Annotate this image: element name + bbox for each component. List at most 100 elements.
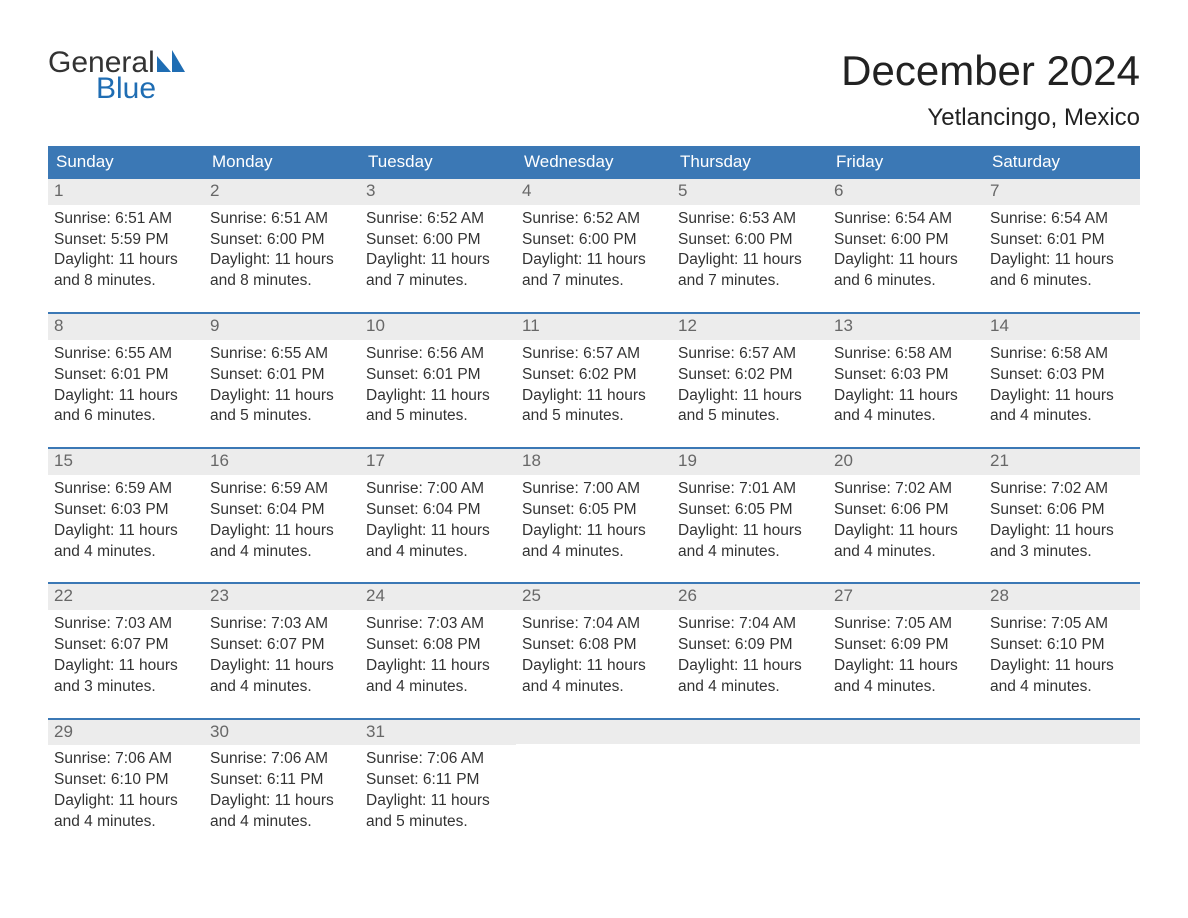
daylight-line: Daylight: 11 hours and 6 minutes. [54, 386, 198, 428]
sunrise-line: Sunrise: 6:52 AM [522, 209, 666, 230]
day-cell: 6Sunrise: 6:54 AMSunset: 6:00 PMDaylight… [828, 179, 984, 296]
day-body: Sunrise: 6:52 AMSunset: 6:00 PMDaylight:… [360, 205, 516, 297]
day-cell: 9Sunrise: 6:55 AMSunset: 6:01 PMDaylight… [204, 314, 360, 431]
day-body: Sunrise: 6:54 AMSunset: 6:01 PMDaylight:… [984, 205, 1140, 297]
sunset-line: Sunset: 6:06 PM [834, 500, 978, 521]
sunrise-line: Sunrise: 7:00 AM [522, 479, 666, 500]
day-body: Sunrise: 6:58 AMSunset: 6:03 PMDaylight:… [828, 340, 984, 432]
daylight-line: Daylight: 11 hours and 5 minutes. [678, 386, 822, 428]
daylight-line: Daylight: 11 hours and 5 minutes. [522, 386, 666, 428]
sunrise-line: Sunrise: 7:03 AM [366, 614, 510, 635]
day-number: 12 [672, 314, 828, 339]
day-cell: 27 Sunrise: 7:05 AMSunset: 6:09 PMDayligh… [828, 584, 984, 701]
day-body: Sunrise: 6:57 AMSunset: 6:02 PMDaylight:… [516, 340, 672, 432]
sunset-line: Sunset: 6:01 PM [210, 365, 354, 386]
day-cell: 18Sunrise: 7:00 AMSunset: 6:05 PMDayligh… [516, 449, 672, 566]
weekday-header: Sunday [48, 146, 204, 179]
sunset-line: Sunset: 6:00 PM [366, 230, 510, 251]
daylight-line: Daylight: 11 hours and 4 minutes. [990, 656, 1134, 698]
sunrise-line: Sunrise: 6:58 AM [834, 344, 978, 365]
day-body: Sunrise: 7:00 AMSunset: 6:05 PMDaylight:… [516, 475, 672, 567]
sunrise-line: Sunrise: 7:01 AM [678, 479, 822, 500]
day-body: Sunrise: 6:59 AMSunset: 6:03 PMDaylight:… [48, 475, 204, 567]
day-number [516, 720, 672, 744]
sunset-line: Sunset: 6:02 PM [522, 365, 666, 386]
location-label: Yetlancingo, Mexico [841, 104, 1140, 132]
sunset-line: Sunset: 6:06 PM [990, 500, 1134, 521]
sunrise-line: Sunrise: 6:53 AM [678, 209, 822, 230]
day-body: Sunrise: 7:06 AMSunset: 6:10 PMDaylight:… [48, 745, 204, 837]
calendar-page: General Blue December 2024 Yetlancingo, … [0, 0, 1188, 877]
day-number: 2 [204, 179, 360, 204]
day-body: Sunrise: 6:55 AMSunset: 6:01 PMDaylight:… [48, 340, 204, 432]
day-number: 19 [672, 449, 828, 474]
daylight-line: Daylight: 11 hours and 4 minutes. [834, 656, 978, 698]
daylight-line: Daylight: 11 hours and 6 minutes. [990, 250, 1134, 292]
week-row: 22Sunrise: 7:03 AMSunset: 6:07 PMDayligh… [48, 582, 1140, 701]
week-row: 29Sunrise: 7:06 AMSunset: 6:10 PMDayligh… [48, 718, 1140, 837]
day-cell: 24Sunrise: 7:03 AMSunset: 6:08 PMDayligh… [360, 584, 516, 701]
day-body: Sunrise: 6:52 AMSunset: 6:00 PMDaylight:… [516, 205, 672, 297]
day-cell [672, 720, 828, 837]
sunset-line: Sunset: 6:11 PM [366, 770, 510, 791]
sunrise-line: Sunrise: 7:05 AM [834, 614, 978, 635]
day-body: Sunrise: 6:54 AMSunset: 6:00 PMDaylight:… [828, 205, 984, 297]
day-number: 23 [204, 584, 360, 609]
day-cell: 10Sunrise: 6:56 AMSunset: 6:01 PMDayligh… [360, 314, 516, 431]
day-number: 1 [48, 179, 204, 204]
day-number: 26 [672, 584, 828, 609]
sunrise-line: Sunrise: 6:57 AM [678, 344, 822, 365]
brand-text-blue: Blue [96, 74, 185, 104]
daylight-line: Daylight: 11 hours and 4 minutes. [54, 521, 198, 563]
day-cell: 13Sunrise: 6:58 AMSunset: 6:03 PMDayligh… [828, 314, 984, 431]
daylight-line: Daylight: 11 hours and 4 minutes. [834, 386, 978, 428]
day-body: Sunrise: 7:00 AMSunset: 6:04 PMDaylight:… [360, 475, 516, 567]
day-cell: 30Sunrise: 7:06 AMSunset: 6:11 PMDayligh… [204, 720, 360, 837]
weekday-header: Friday [828, 146, 984, 179]
sunset-line: Sunset: 6:09 PM [834, 635, 978, 656]
daylight-line: Daylight: 11 hours and 4 minutes. [366, 656, 510, 698]
daylight-line: Daylight: 11 hours and 3 minutes. [990, 521, 1134, 563]
sunset-line: Sunset: 6:03 PM [834, 365, 978, 386]
day-number [984, 720, 1140, 744]
sunset-line: Sunset: 6:10 PM [990, 635, 1134, 656]
day-cell [828, 720, 984, 837]
day-cell: 21Sunrise: 7:02 AMSunset: 6:06 PMDayligh… [984, 449, 1140, 566]
week-row: 1Sunrise: 6:51 AMSunset: 5:59 PMDaylight… [48, 179, 1140, 296]
day-body [828, 744, 984, 752]
day-body [516, 744, 672, 752]
sunrise-line: Sunrise: 6:59 AM [210, 479, 354, 500]
day-number: 28 [984, 584, 1140, 609]
daylight-line: Daylight: 11 hours and 6 minutes. [834, 250, 978, 292]
day-body: Sunrise: 7:05 AMSunset: 6:10 PMDaylight:… [984, 610, 1140, 702]
sunset-line: Sunset: 6:00 PM [678, 230, 822, 251]
day-number: 4 [516, 179, 672, 204]
day-number: 8 [48, 314, 204, 339]
day-cell: 23Sunrise: 7:03 AMSunset: 6:07 PMDayligh… [204, 584, 360, 701]
daylight-line: Daylight: 11 hours and 4 minutes. [210, 656, 354, 698]
sunset-line: Sunset: 6:04 PM [366, 500, 510, 521]
day-cell: 22Sunrise: 7:03 AMSunset: 6:07 PMDayligh… [48, 584, 204, 701]
day-number: 27 [828, 584, 984, 609]
sunset-line: Sunset: 6:08 PM [366, 635, 510, 656]
sunrise-line: Sunrise: 6:57 AM [522, 344, 666, 365]
sunset-line: Sunset: 6:00 PM [834, 230, 978, 251]
day-number: 20 [828, 449, 984, 474]
daylight-line: Daylight: 11 hours and 5 minutes. [210, 386, 354, 428]
day-number: 16 [204, 449, 360, 474]
daylight-line: Daylight: 11 hours and 4 minutes. [522, 521, 666, 563]
daylight-line: Daylight: 11 hours and 4 minutes. [678, 521, 822, 563]
day-body: Sunrise: 7:03 AMSunset: 6:07 PMDaylight:… [204, 610, 360, 702]
day-cell: 4Sunrise: 6:52 AMSunset: 6:00 PMDaylight… [516, 179, 672, 296]
day-cell: 12Sunrise: 6:57 AMSunset: 6:02 PMDayligh… [672, 314, 828, 431]
day-cell: 14Sunrise: 6:58 AMSunset: 6:03 PMDayligh… [984, 314, 1140, 431]
day-number: 7 [984, 179, 1140, 204]
sunset-line: Sunset: 6:10 PM [54, 770, 198, 791]
daylight-line: Daylight: 11 hours and 5 minutes. [366, 791, 510, 833]
day-body: Sunrise: 6:51 AMSunset: 5:59 PMDaylight:… [48, 205, 204, 297]
day-cell: 7Sunrise: 6:54 AMSunset: 6:01 PMDaylight… [984, 179, 1140, 296]
weekday-header: Wednesday [516, 146, 672, 179]
day-cell [516, 720, 672, 837]
day-body: Sunrise: 7:06 AMSunset: 6:11 PMDaylight:… [204, 745, 360, 837]
sunrise-line: Sunrise: 7:04 AM [522, 614, 666, 635]
